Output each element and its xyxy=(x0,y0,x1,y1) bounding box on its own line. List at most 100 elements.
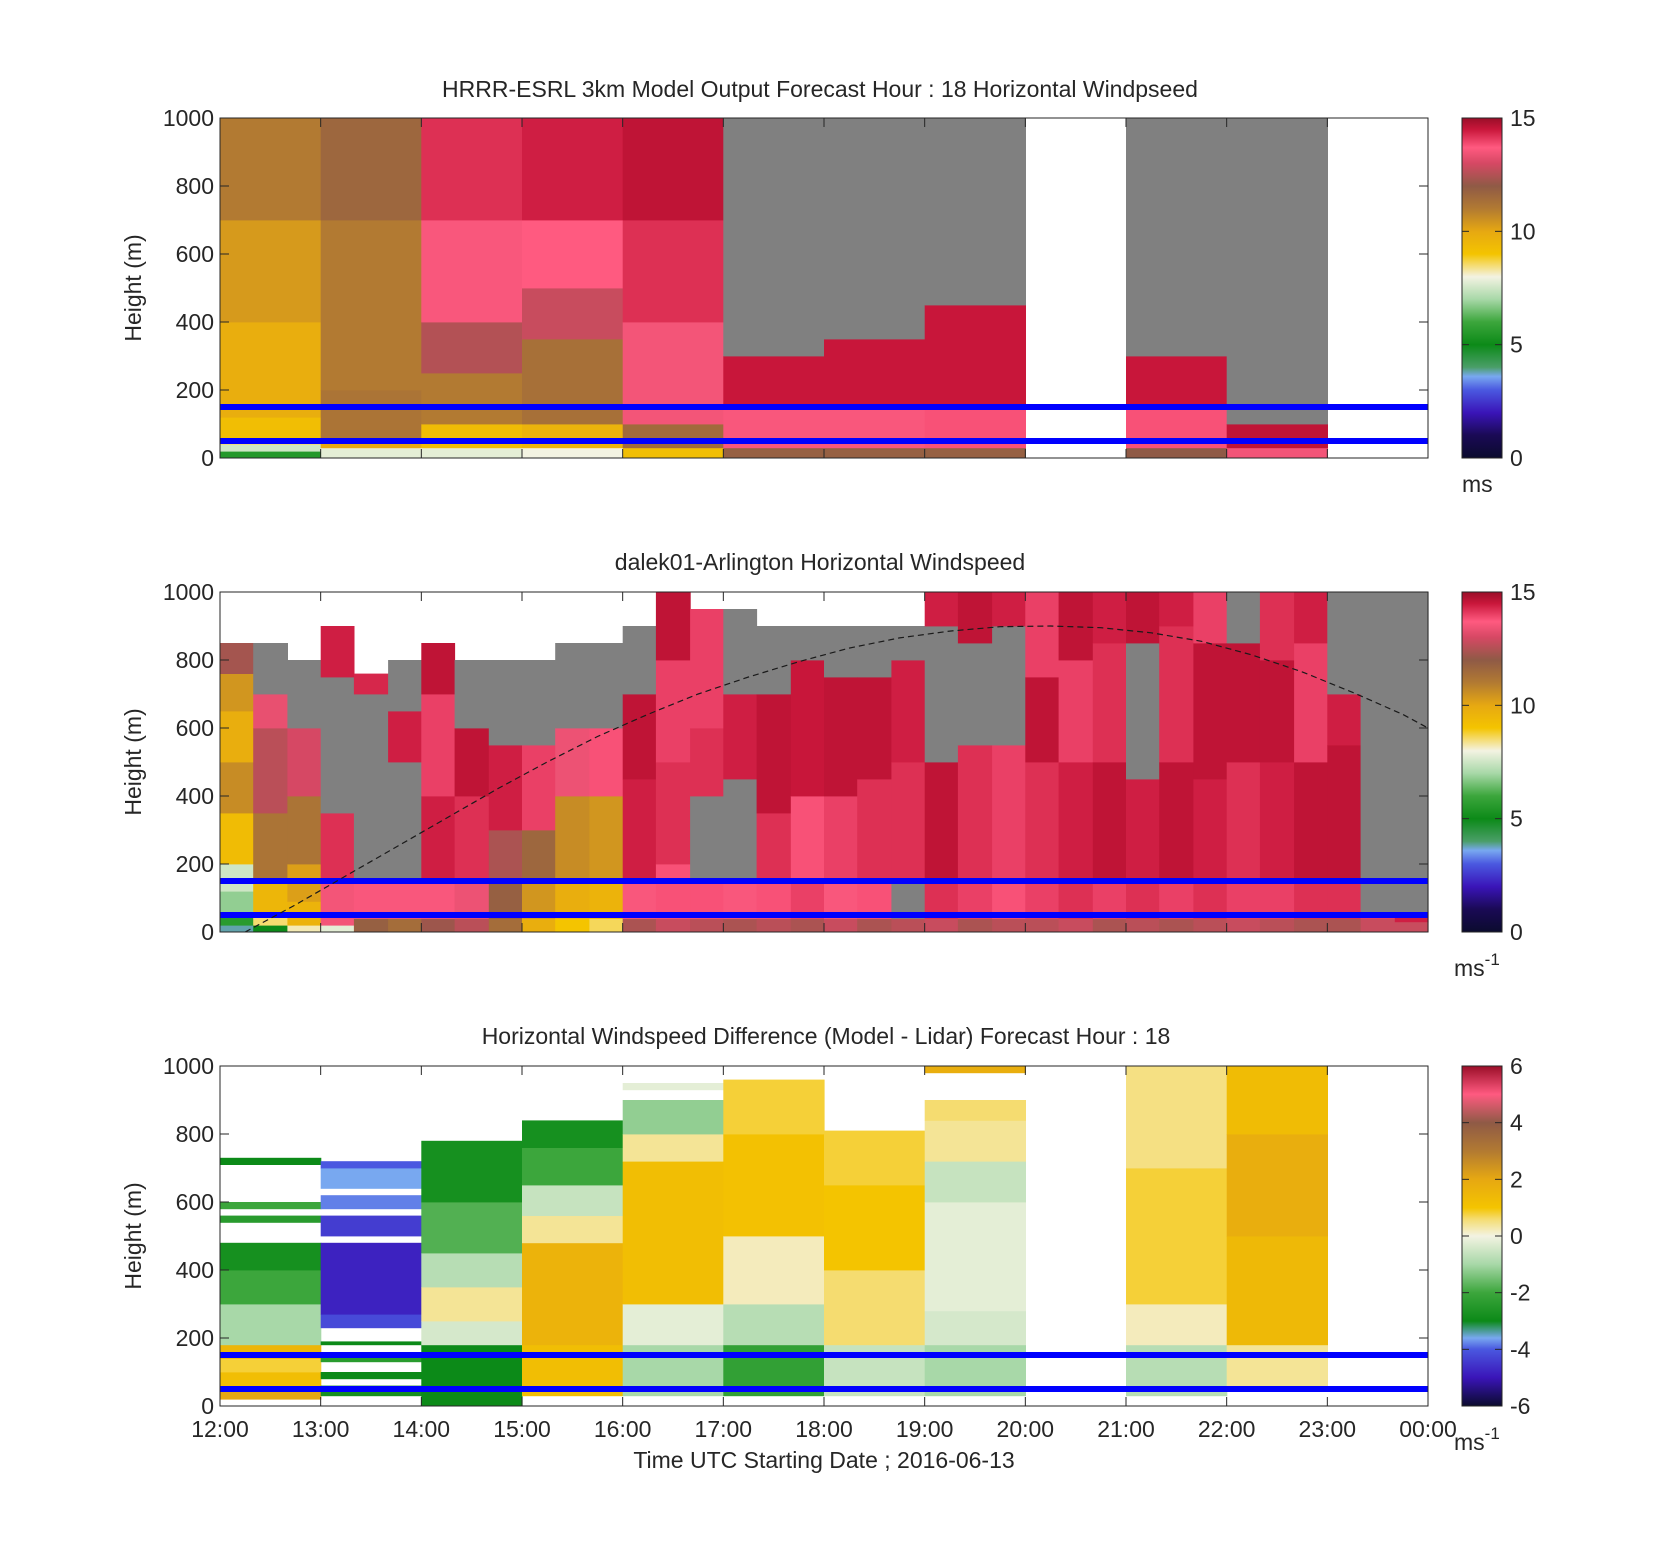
heatmap-cell xyxy=(1126,356,1228,408)
heatmap-cell xyxy=(589,728,624,797)
x-tick-label: 21:00 xyxy=(1097,1416,1155,1442)
heatmap-cell xyxy=(655,660,691,763)
heatmap-cell xyxy=(421,1287,523,1322)
heatmap-cell xyxy=(622,1134,724,1162)
heatmap-cell xyxy=(622,918,657,933)
heatmap-cell xyxy=(220,451,322,459)
heatmap-cell xyxy=(957,592,993,644)
heatmap-cell xyxy=(1058,918,1094,933)
heatmap-cell xyxy=(454,660,490,729)
colorbar-tick-label: 15 xyxy=(1510,579,1536,605)
heatmap-cell xyxy=(1259,592,1295,661)
heatmap-cell xyxy=(924,118,1026,306)
heatmap-cell xyxy=(1126,118,1228,357)
colorbar-unit-superscript: -1 xyxy=(1485,950,1500,969)
heatmap-cell xyxy=(1294,762,1328,882)
heatmap-cell xyxy=(1226,918,1261,933)
colorbar-ramp xyxy=(1461,117,1503,459)
heatmap-cell xyxy=(421,918,456,933)
heatmap-cell xyxy=(1126,643,1160,780)
heatmap-cell xyxy=(1294,592,1328,644)
heatmap-cell xyxy=(388,660,422,712)
heatmap-cell xyxy=(723,1304,825,1346)
y-tick-label: 600 xyxy=(176,715,214,741)
y-tick-label: 800 xyxy=(176,1121,214,1147)
heatmap-cell xyxy=(622,1100,724,1135)
heatmap-cell xyxy=(522,118,624,221)
heatmap-cell xyxy=(353,694,389,882)
panel-title: HRRR-ESRL 3km Model Output Forecast Hour… xyxy=(442,76,1198,102)
heatmap-cell xyxy=(723,447,825,459)
heatmap-cell xyxy=(220,1242,322,1271)
heatmap-cell xyxy=(891,626,926,661)
heatmap-cell xyxy=(891,918,926,933)
heatmap-cell xyxy=(690,728,724,797)
heatmap-cell xyxy=(522,288,624,340)
x-tick-label: 19:00 xyxy=(896,1416,954,1442)
heatmap-cell xyxy=(790,918,825,933)
heatmap-cell xyxy=(924,1161,1026,1203)
heatmap-cell xyxy=(1092,918,1127,933)
heatmap-cell xyxy=(522,1242,624,1346)
heatmap-cell xyxy=(723,609,758,695)
heatmap-cell xyxy=(320,390,422,438)
heatmap-cell xyxy=(992,745,1026,882)
heatmap-cell xyxy=(622,626,657,695)
boundary-curve-group xyxy=(244,625,1429,933)
heatmap-cell xyxy=(522,1120,624,1148)
heatmap-cell xyxy=(421,424,523,449)
x-axis-label: Time UTC Starting Date ; 2016-06-13 xyxy=(633,1447,1014,1473)
colorbar-unit-label: ms xyxy=(1462,471,1493,497)
heatmap-cell xyxy=(320,813,355,882)
x-tick-label: 15:00 xyxy=(493,1416,551,1442)
heatmap-cell xyxy=(1226,1066,1328,1135)
heatmap-cell xyxy=(1092,592,1127,644)
heatmap-cell xyxy=(1159,762,1194,882)
y-tick-label: 400 xyxy=(176,309,214,335)
y-tick-label: 1000 xyxy=(163,1053,214,1079)
heatmap-cell xyxy=(957,643,993,746)
heatmap-cell xyxy=(220,1157,322,1165)
heatmap-cell xyxy=(220,444,322,452)
heatmap-cell xyxy=(253,728,288,814)
heatmap-cell xyxy=(924,762,959,882)
heatmap-cell xyxy=(320,1314,422,1329)
heatmap-cell xyxy=(1226,1236,1328,1346)
colorbar-tick-label: 5 xyxy=(1510,806,1523,832)
y-tick-label: 400 xyxy=(176,783,214,809)
x-tick-label: 18:00 xyxy=(795,1416,853,1442)
heatmap-cell xyxy=(320,220,422,391)
heatmap-cell xyxy=(857,918,892,933)
x-tick-label: 20:00 xyxy=(997,1416,1055,1442)
heatmap-cell xyxy=(253,694,288,729)
heatmap-cell xyxy=(824,118,926,340)
heatmap-cell xyxy=(488,918,523,933)
heatmap-cell xyxy=(220,673,254,712)
heatmap-cell xyxy=(388,762,422,882)
heatmap-cell xyxy=(622,424,724,449)
heatmap-cell xyxy=(220,1202,322,1210)
colorbar-tick-label: 5 xyxy=(1510,332,1523,358)
heatmap-cell xyxy=(622,1161,724,1305)
heatmap-cell xyxy=(1259,762,1295,882)
heatmap-cell xyxy=(1193,643,1228,780)
heatmap-cell xyxy=(824,339,926,408)
y-tick-label: 0 xyxy=(201,919,214,945)
heatmap-cell xyxy=(421,1321,523,1346)
heatmap-cell xyxy=(824,1185,926,1271)
x-tick-label: 16:00 xyxy=(594,1416,652,1442)
panel-model-output: HRRR-ESRL 3km Model Output Forecast Hour… xyxy=(120,76,1536,497)
x-axis-ticks: 12:00 13:00 14:00 15:00 16:00 17:00 18:00 19:00… xyxy=(191,1066,1457,1442)
heatmap-cell xyxy=(253,925,288,933)
heatmap-cell xyxy=(1259,918,1295,933)
heatmap-cell xyxy=(454,796,490,882)
y-tick-label: 400 xyxy=(176,1257,214,1283)
colorbar: 0 5 10 15 ms xyxy=(1461,105,1536,497)
heatmap-cell xyxy=(555,918,590,933)
heatmap-cell xyxy=(824,677,858,797)
heatmap-cell xyxy=(1226,447,1328,459)
heatmap-cell xyxy=(1226,762,1261,882)
heatmap-cell xyxy=(421,118,523,221)
heatmap-cell xyxy=(1327,918,1362,933)
heatmap-cell xyxy=(824,626,858,678)
